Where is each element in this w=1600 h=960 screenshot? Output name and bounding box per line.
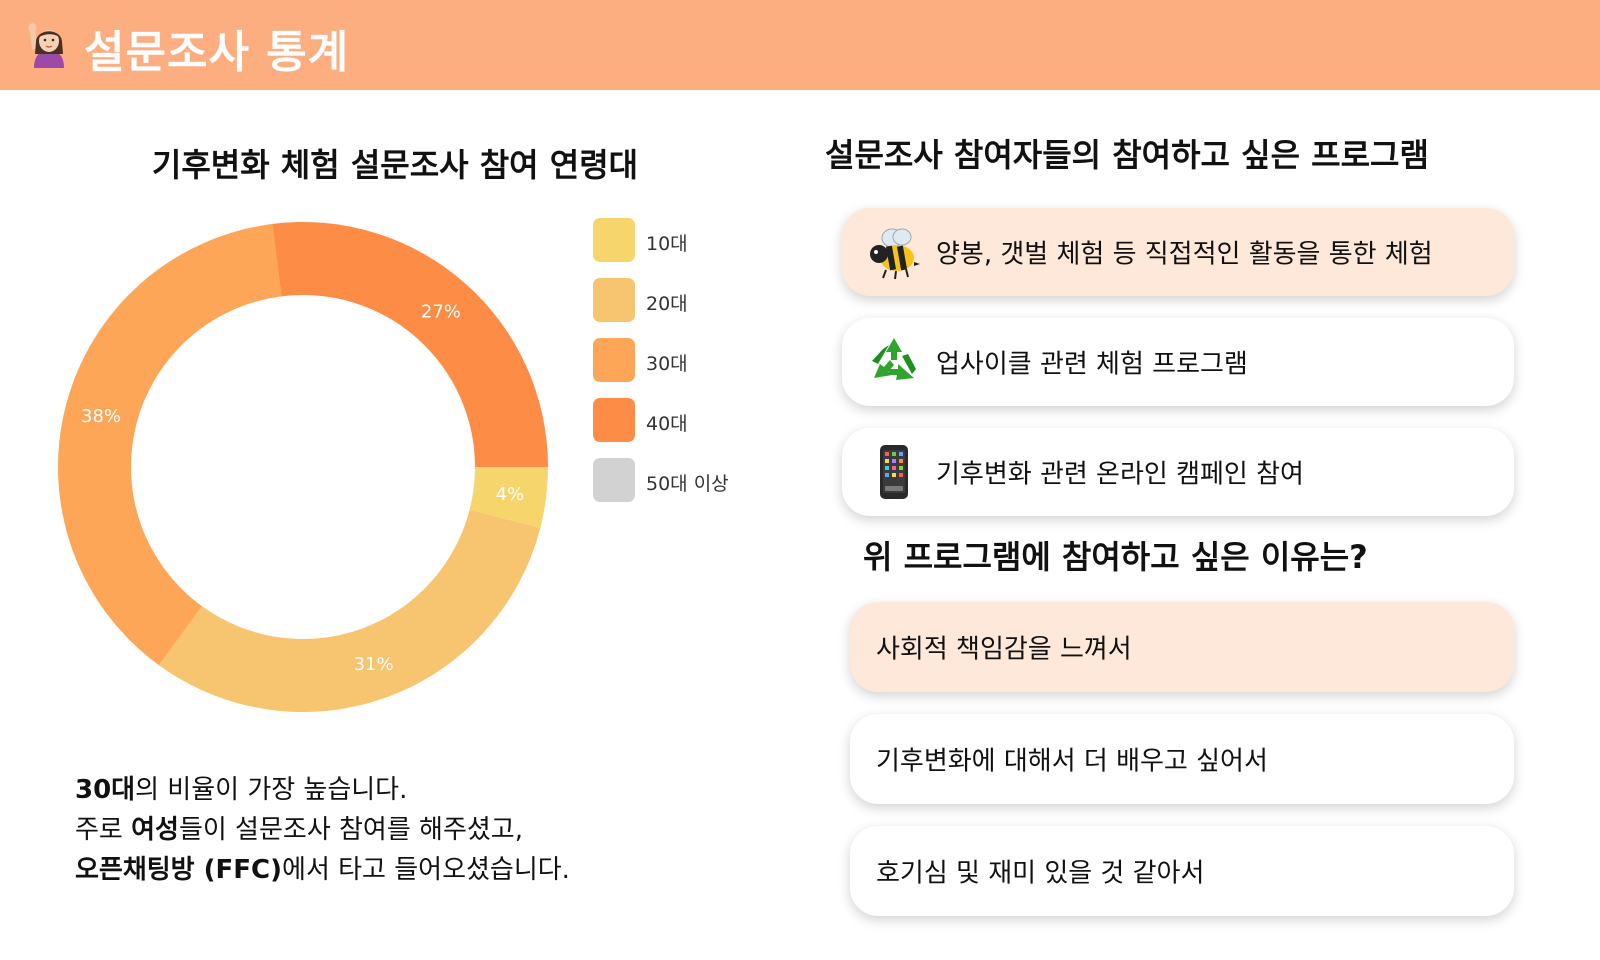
chart-title: 기후변화 체험 설문조사 참여 연령대 — [151, 146, 639, 184]
legend-swatch — [593, 338, 635, 382]
program-card: 양봉, 갯벌 체험 등 직접적인 활동을 통한 체험 — [842, 208, 1514, 296]
program-card: 업사이클 관련 체험 프로그램 — [842, 318, 1514, 406]
program-label: 양봉, 갯벌 체험 등 직접적인 활동을 통한 체험 — [936, 239, 1433, 270]
summary-bold: 오픈채팅방 (FFC) — [75, 855, 283, 885]
header-bar: 설문조사 통계 — [0, 0, 1600, 90]
donut-value-label: 31% — [354, 654, 394, 675]
bee-icon — [870, 228, 920, 280]
legend-swatch — [593, 458, 635, 502]
legend-swatch — [593, 278, 635, 322]
summary-text-span: 에서 타고 들어오셨습니다. — [282, 855, 570, 885]
summary-text-span: 주로 — [75, 815, 132, 845]
reason-label: 기후변화에 대해서 더 배우고 싶어서 — [876, 746, 1268, 777]
program-label: 업사이클 관련 체험 프로그램 — [936, 349, 1248, 380]
summary-text: 30대의 비율이 가장 높습니다. 주로 여성들이 설문조사 참여를 해주셨고,… — [75, 770, 570, 890]
reason-card: 기후변화에 대해서 더 배우고 싶어서 — [850, 714, 1514, 804]
reasons-title: 위 프로그램에 참여하고 싶은 이유는? — [863, 538, 1368, 576]
donut-value-label: 38% — [81, 406, 121, 427]
reason-card: 사회적 책임감을 느껴서 — [850, 602, 1514, 692]
donut-slice-40대 — [272, 222, 548, 467]
summary-bold: 여성 — [131, 815, 179, 845]
summary-text-span: 의 비율이 가장 높습니다. — [135, 775, 408, 805]
summary-bold: 30대 — [75, 775, 136, 805]
legend-label: 30대 — [646, 353, 688, 375]
program-label: 기후변화 관련 온라인 캠페인 참여 — [936, 459, 1304, 490]
page-title: 설문조사 통계 — [84, 27, 350, 78]
reason-label: 호기심 및 재미 있을 것 같아서 — [876, 858, 1205, 889]
program-card: 기후변화 관련 온라인 캠페인 참여 — [842, 428, 1514, 516]
donut-chart: 4% 31% 38% 27% — [58, 222, 548, 712]
mobile-phone-icon — [880, 445, 908, 499]
programs-title: 설문조사 참여자들의 참여하고 싶은 프로그램 — [825, 136, 1429, 174]
donut-value-label: 4% — [496, 484, 525, 505]
summary-line-1: 30대의 비율이 가장 높습니다. — [75, 770, 570, 810]
reason-card: 호기심 및 재미 있을 것 같아서 — [850, 826, 1514, 916]
person-raising-hand-icon — [28, 23, 64, 68]
summary-line-2: 주로 여성들이 설문조사 참여를 해주셨고, — [75, 810, 570, 850]
donut-slice-20대 — [158, 509, 541, 712]
summary-line-3: 오픈채팅방 (FFC)에서 타고 들어오셨습니다. — [75, 850, 570, 890]
legend-label: 20대 — [646, 293, 688, 315]
legend-label: 10대 — [646, 233, 688, 255]
donut-slice-10대 — [469, 467, 548, 528]
recycle-icon — [872, 338, 916, 380]
summary-text-span: 들이 설문조사 참여를 해주셨고, — [178, 815, 523, 845]
legend-swatch — [593, 398, 635, 442]
donut-slice-30대 — [58, 223, 282, 666]
donut-value-label: 27% — [421, 302, 461, 323]
legend-label: 50대 이상 — [646, 473, 729, 495]
reason-label: 사회적 책임감을 느껴서 — [876, 634, 1132, 665]
legend-swatch — [593, 218, 635, 262]
legend-label: 40대 — [646, 413, 688, 435]
